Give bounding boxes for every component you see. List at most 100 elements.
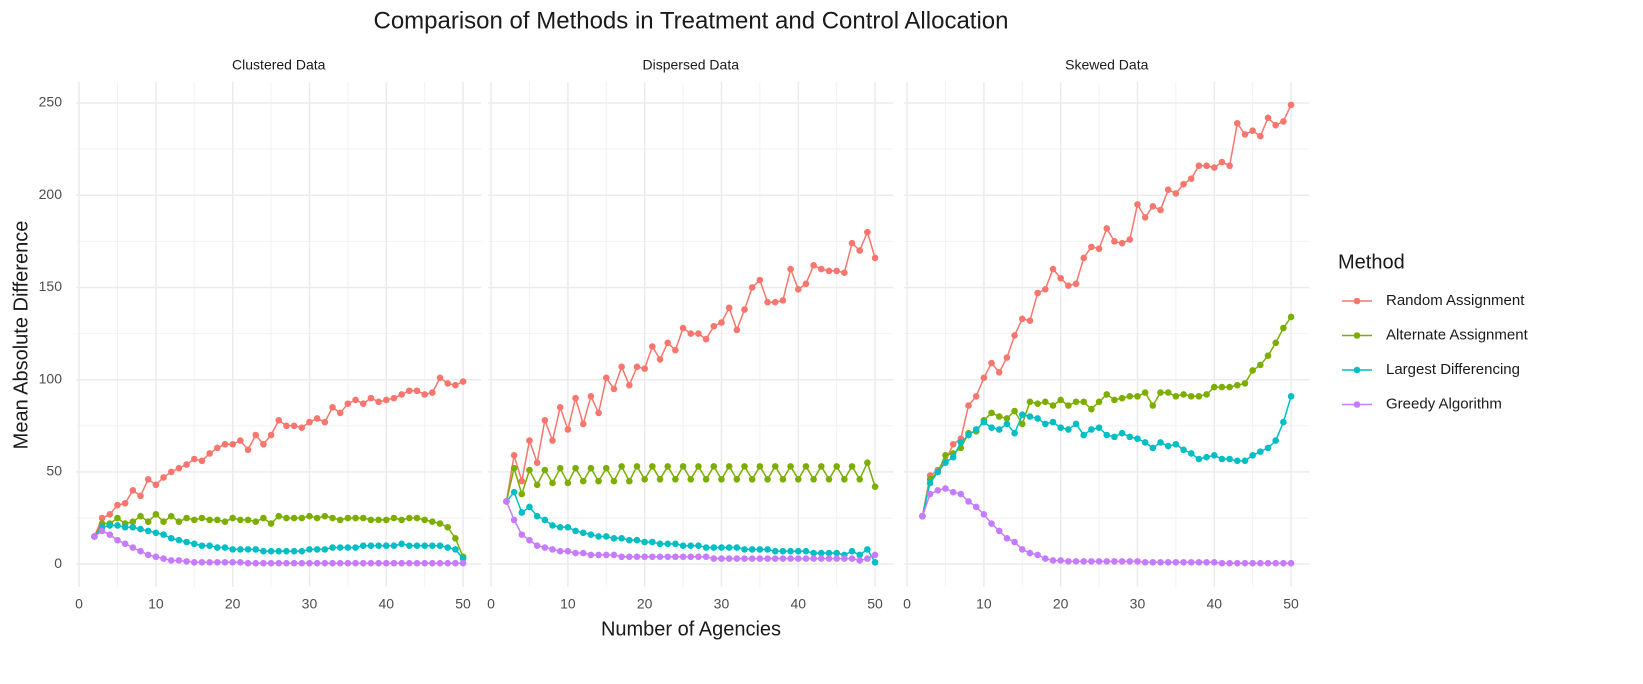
data-point [718,475,725,483]
data-point [518,477,526,485]
data-point [1280,324,1287,332]
data-point [290,422,298,430]
data-point [702,475,710,483]
data-point [1180,446,1187,454]
panel-title: Skewed Data [1065,57,1148,73]
data-point [244,446,252,454]
data-point [695,553,702,561]
data-point [841,475,848,483]
data-point [957,439,965,446]
data-point [175,464,183,472]
data-point [1042,420,1049,428]
data-point [1018,420,1026,428]
data-point [137,492,144,500]
data-point [1111,558,1118,565]
data-point [398,559,405,567]
data-point [452,559,459,567]
data-point [175,536,183,544]
data-point [229,558,236,566]
data-point [306,546,313,553]
data-point [695,542,702,549]
data-point [1195,558,1203,566]
x-tick-label: 40 [1206,596,1222,612]
data-point [336,559,344,567]
data-point [459,555,467,562]
data-point [313,415,321,422]
x-tick-label: 40 [378,596,394,612]
data-point [841,555,848,562]
data-point [260,440,267,448]
data-point [413,559,421,567]
panel-title: Clustered Data [232,57,326,73]
data-point [510,516,518,524]
data-point [390,559,398,567]
series-line [93,376,464,537]
data-point [298,547,306,555]
data-point [871,254,879,262]
chart-title: Comparison of Methods in Treatment and C… [373,7,1008,34]
data-point [1210,452,1218,459]
data-point [748,284,756,291]
data-point [725,463,733,470]
data-point [602,374,610,382]
data-point [1049,418,1057,426]
data-point [794,547,802,555]
x-tick-label: 30 [302,596,318,612]
data-point [413,514,421,522]
data-point [942,452,949,459]
data-point [748,546,756,553]
data-point [1072,398,1080,406]
legend-label: Largest Differencing [1386,361,1520,378]
data-point [572,464,579,472]
data-point [965,431,972,439]
x-tick-label: 30 [714,596,730,612]
data-point [1049,557,1057,564]
data-point [1241,380,1249,387]
data-point [649,463,656,470]
data-point [1042,286,1049,293]
data-point [818,463,825,470]
data-point [564,523,572,531]
data-point [190,455,198,463]
data-point [679,463,687,470]
data-point [856,557,864,564]
data-point [452,381,459,389]
data-point [618,363,625,371]
data-point [359,514,367,522]
data-point [618,463,625,470]
data-point [336,544,344,551]
data-point [518,531,526,538]
data-point [541,416,549,424]
data-point [1280,559,1287,567]
y-tick-label: 100 [39,370,63,386]
legend-key-point [1353,332,1361,339]
data-point [741,306,748,313]
data-point [756,546,764,553]
data-point [618,535,625,542]
data-point [1003,415,1011,422]
data-point [1287,392,1295,400]
data-point [1234,120,1241,127]
data-point [1057,424,1064,431]
data-point [787,265,794,273]
data-point [626,477,633,485]
data-point [429,389,436,396]
data-point [252,546,260,553]
data-point [764,546,771,553]
data-point [664,463,672,470]
data-point [444,380,452,387]
data-point [183,558,190,565]
data-point [160,531,167,538]
data-point [444,523,452,531]
data-point [1065,558,1072,565]
data-point [1203,453,1210,461]
data-point [664,339,672,347]
data-point [794,475,802,483]
data-point [1026,413,1034,420]
data-point [934,468,942,476]
data-point [283,514,290,522]
data-point [1264,352,1272,360]
data-point [306,559,313,567]
data-point [1003,420,1011,428]
legend-label: Random Assignment [1386,292,1525,309]
